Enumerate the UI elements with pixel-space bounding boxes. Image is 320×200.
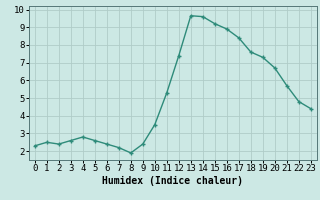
- X-axis label: Humidex (Indice chaleur): Humidex (Indice chaleur): [102, 176, 243, 186]
